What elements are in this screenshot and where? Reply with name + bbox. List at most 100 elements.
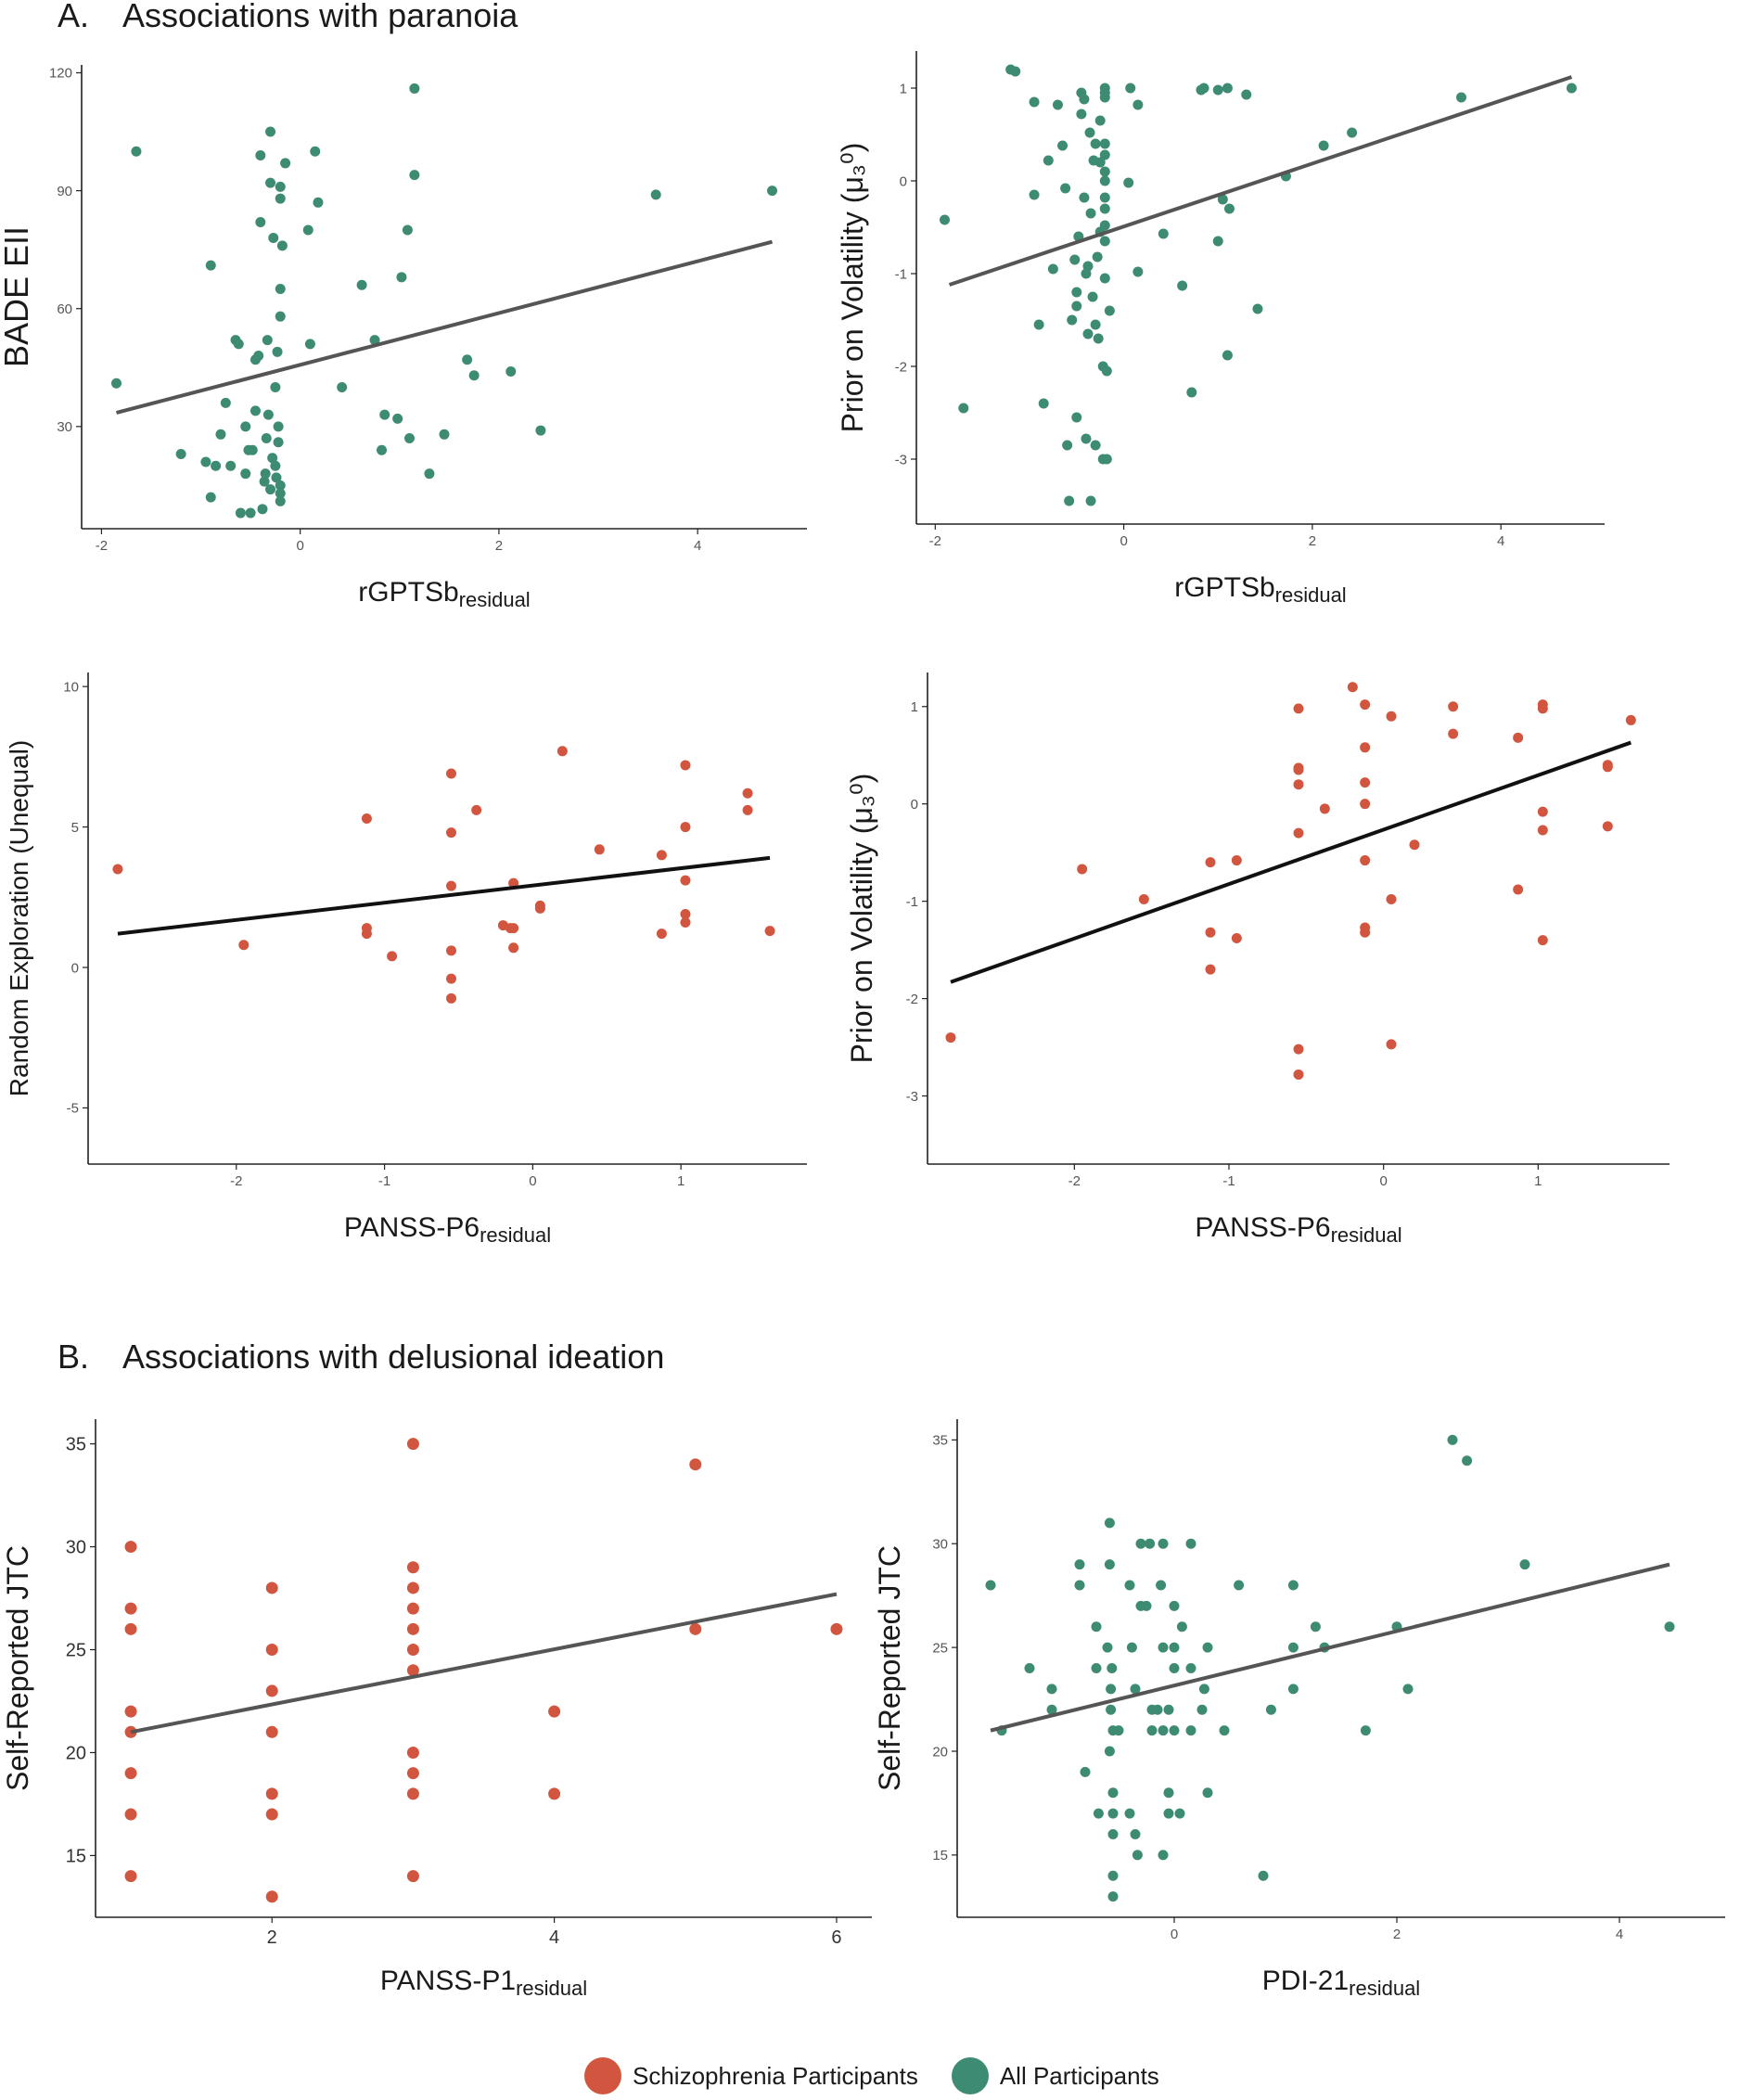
data-point (1252, 303, 1263, 314)
data-point (276, 240, 288, 251)
y-tick-label: 15 (932, 1848, 948, 1863)
x-tick-label: -2 (96, 538, 108, 554)
y-tick-label: 35 (66, 1435, 86, 1455)
x-axis-label: PDI-21residual (1262, 1966, 1420, 2000)
data-point (1082, 328, 1094, 339)
data-point (1158, 1725, 1169, 1736)
data-point (534, 903, 545, 914)
data-point (1185, 1663, 1196, 1673)
data-point (1319, 803, 1330, 814)
x-tick-label: 2 (1309, 533, 1316, 549)
y-tick-label: 35 (932, 1433, 948, 1449)
data-point (656, 928, 667, 940)
data-point (1107, 1829, 1119, 1839)
data-point (259, 476, 270, 487)
data-point (1602, 821, 1613, 832)
data-point (215, 429, 226, 440)
data-point (250, 405, 261, 416)
data-point (1135, 1538, 1146, 1549)
chart-svg: -5 0 5 10 -2 -1 0 1 PANSS-P6residual Random Explo… (5, 672, 807, 1247)
x-axis-label-main: rGPTSb (1174, 572, 1274, 603)
data-point (175, 448, 186, 459)
x-tick-label: 2 (1393, 1927, 1401, 1942)
legend-label-all: All Participants (999, 2061, 1159, 2090)
data-point (742, 804, 753, 815)
chart-svg: 15 20 25 30 35 2 4 6 PANSS-P1residual Self-Report… (1, 1419, 872, 2000)
x-tick-label: 4 (1616, 1927, 1623, 1942)
data-point (211, 460, 222, 471)
data-point (1062, 440, 1073, 451)
data-point (1219, 1725, 1230, 1736)
data-point (1293, 764, 1304, 775)
data-point (1231, 933, 1242, 944)
data-point (238, 940, 250, 951)
section-a-letter: A. (58, 0, 90, 34)
data-point (304, 339, 315, 350)
data-point (1082, 261, 1094, 272)
data-point (280, 158, 291, 169)
data-point (830, 1622, 843, 1635)
data-point (505, 366, 517, 378)
chart-volatility-panss-p6: -3 -2 -1 0 1 -2 -1 0 1 PANSS-P6residual Prior on V… (844, 668, 1670, 1271)
data-point (548, 1705, 561, 1718)
data-point (1124, 1580, 1135, 1591)
data-point (1101, 365, 1112, 377)
data-point (1090, 319, 1101, 330)
data-point (406, 1664, 419, 1677)
data-point (1447, 1434, 1458, 1445)
data-point (1132, 99, 1144, 110)
data-point (1029, 96, 1040, 108)
x-tick-label: -1 (378, 1173, 390, 1189)
legend-swatch-all (951, 2057, 989, 2094)
legend-item-schizophrenia: Schizophrenia Participants (584, 2057, 918, 2094)
data-point (1287, 1642, 1299, 1653)
section-a-text: Associations with paranoia (122, 0, 518, 34)
data-point (1080, 1766, 1091, 1777)
data-point (508, 942, 519, 954)
regression-line (117, 855, 771, 936)
data-point (1104, 1517, 1115, 1529)
data-point (235, 507, 246, 519)
data-point (689, 1622, 702, 1635)
y-axis-label: Prior on Volatility (μ₃⁰) (845, 774, 878, 1064)
data-point (406, 1787, 419, 1800)
data-point (1084, 127, 1095, 138)
data-point (220, 397, 231, 408)
data-point (1046, 1684, 1057, 1695)
data-point (1293, 1069, 1304, 1080)
data-point (124, 1602, 137, 1615)
data-point (265, 1581, 278, 1594)
data-point (1386, 1039, 1397, 1050)
data-point (1287, 1580, 1299, 1591)
x-tick-label: 0 (529, 1173, 536, 1189)
data-point (255, 149, 266, 160)
data-point (1537, 703, 1548, 714)
section-b-text: Associations with delusional ideation (122, 1338, 665, 1376)
chart-svg: -3 -2 -1 0 1 -2 0 2 4 rGPTSbresidual Prior on Vola… (836, 51, 1605, 607)
data-point (1085, 208, 1096, 219)
x-axis-label-main: PANSS-P1 (380, 1966, 516, 1996)
data-point (265, 1808, 278, 1821)
data-point (1462, 1455, 1473, 1466)
data-point (764, 926, 775, 937)
data-point (445, 973, 456, 984)
y-tick-label: 10 (63, 679, 79, 695)
data-point (535, 425, 546, 436)
data-point (1360, 799, 1371, 810)
data-point (1198, 1684, 1209, 1695)
x-tick-label: 0 (1120, 533, 1127, 549)
data-point (1130, 1829, 1141, 1839)
data-point (377, 444, 388, 455)
data-point (265, 1725, 278, 1738)
y-tick-label: 25 (932, 1640, 948, 1656)
x-axis-label-subscript: residual (516, 1977, 587, 2000)
data-point (1360, 1725, 1371, 1736)
data-point (1287, 1684, 1299, 1695)
data-point (1124, 1808, 1135, 1819)
data-point (1090, 440, 1101, 451)
data-point (1176, 1621, 1187, 1633)
data-point (225, 460, 237, 471)
y-tick-label: -1 (906, 894, 918, 910)
data-point (1519, 1559, 1530, 1570)
data-point (247, 444, 258, 455)
